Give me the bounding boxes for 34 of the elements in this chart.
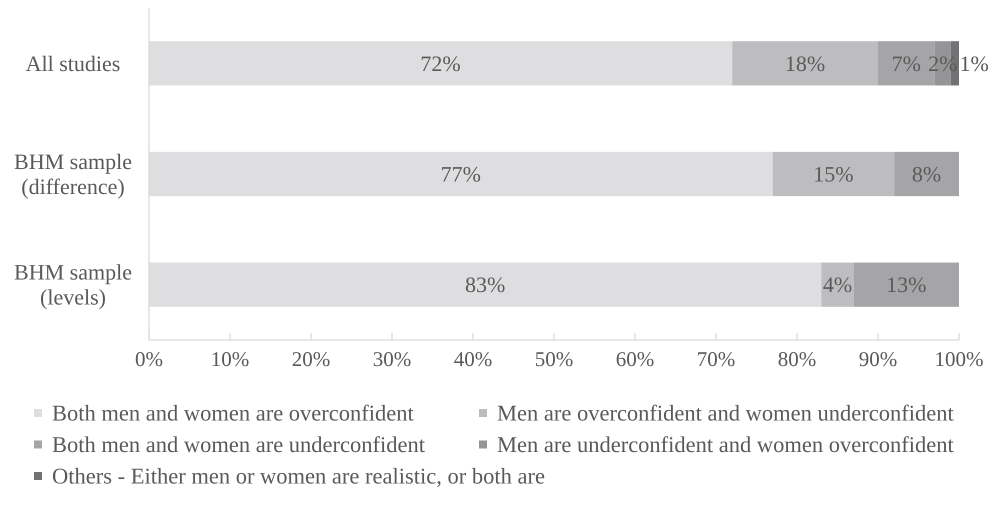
legend-label: Both men and women are underconfident	[52, 432, 426, 457]
data-label: 8%	[912, 162, 942, 186]
data-label: 83%	[464, 272, 506, 298]
data-label: 15%	[813, 162, 854, 186]
x-tick-label: 60%	[616, 347, 654, 371]
data-label: 72%	[420, 50, 461, 76]
y-tick-label: All studies	[26, 50, 120, 76]
legend-label: Men are underconfident and women overconfident	[497, 432, 954, 457]
data-label: 18%	[784, 50, 826, 76]
x-tick-label: 50%	[534, 347, 574, 371]
bar	[854, 262, 959, 307]
x-tick-label: 40%	[454, 347, 492, 371]
x-tick-label: 10%	[210, 347, 250, 371]
bar	[894, 152, 959, 196]
data-label: 2%	[928, 50, 958, 76]
data-label: 13%	[886, 272, 927, 298]
bar	[732, 41, 878, 86]
x-tick-label: 90%	[858, 347, 898, 371]
x-tick-label: 0%	[135, 347, 163, 371]
legend-label: Others - Either men or women are realistic, or both are	[52, 464, 545, 488]
x-tick-label: 80%	[778, 347, 816, 371]
x-tick-label: 20%	[292, 347, 330, 371]
x-tick-label: 30%	[372, 347, 412, 371]
data-label: 77%	[440, 162, 482, 186]
x-tick-label: 100%	[934, 347, 984, 371]
data-label: 1%	[959, 50, 989, 76]
y-tick-label: BHM sample (levels)	[14, 260, 132, 310]
legend-label: Men are overconfident and women underconfident	[497, 400, 954, 426]
data-label: 7%	[892, 50, 922, 76]
x-tick-label: 70%	[696, 347, 736, 371]
data-label: 4%	[822, 272, 852, 298]
y-tick-label: BHM sample (difference)	[14, 149, 132, 199]
bar	[772, 152, 894, 196]
legend-label: Both men and women are overconfident	[52, 400, 415, 426]
